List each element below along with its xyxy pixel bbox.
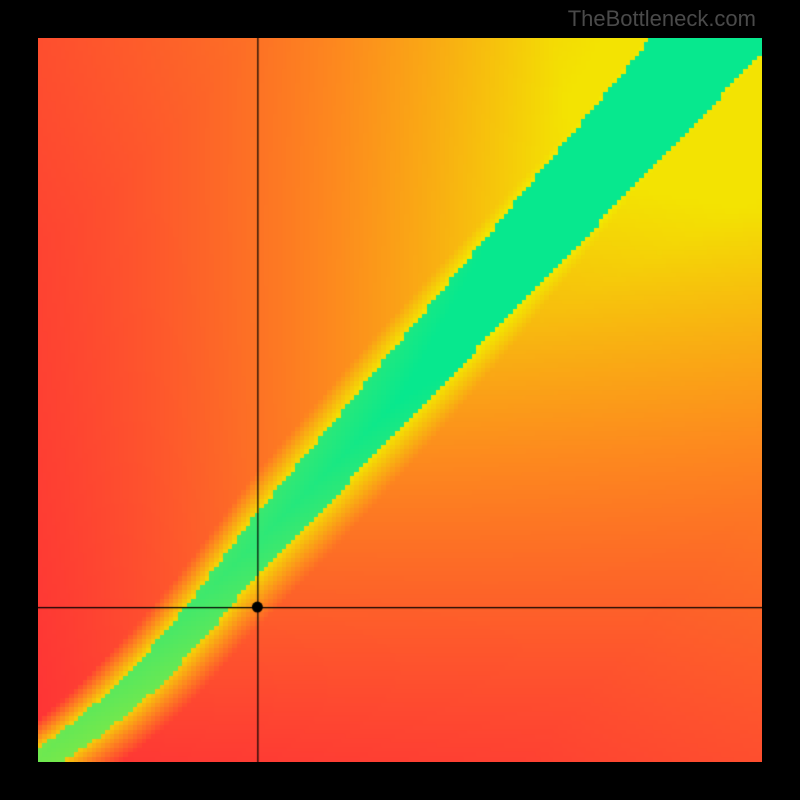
bottleneck-heatmap	[38, 38, 762, 762]
attribution-label: TheBottleneck.com	[568, 6, 756, 32]
chart-container: TheBottleneck.com	[0, 0, 800, 800]
